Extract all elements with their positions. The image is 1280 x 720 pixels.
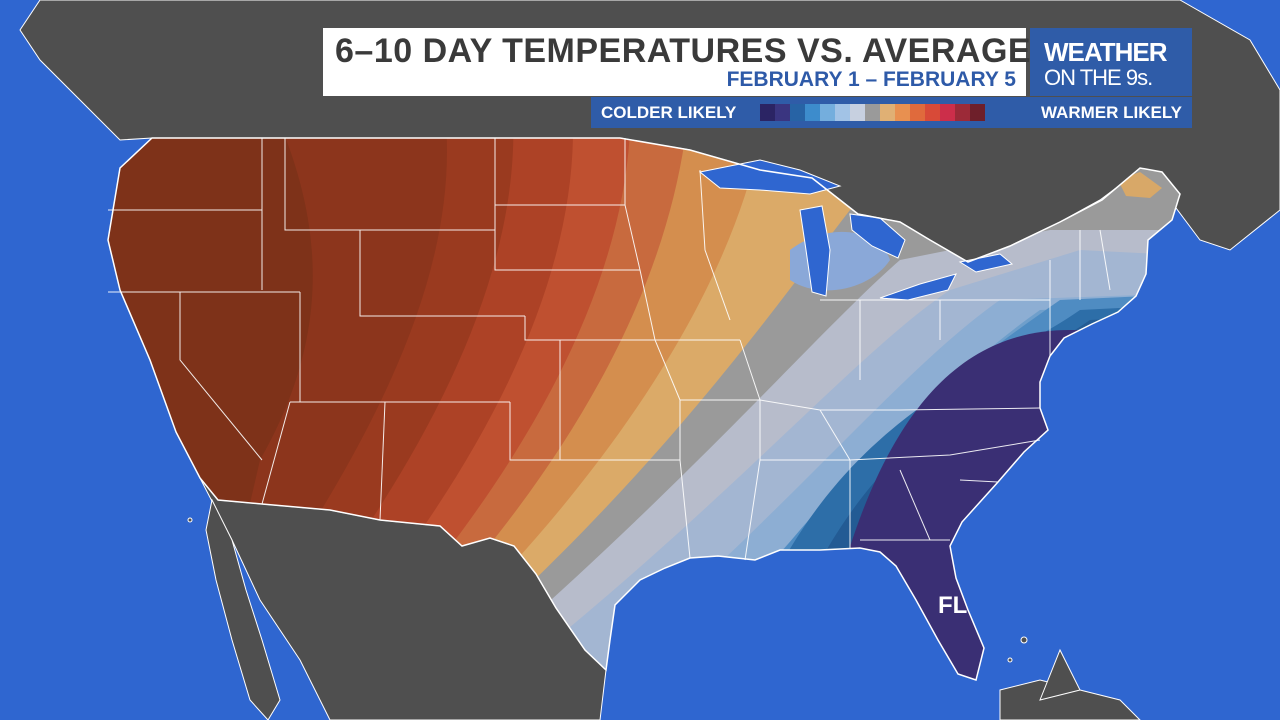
state-label-fl: FL [938, 592, 967, 620]
legend-warmer-label: WARMER LIKELY [1041, 103, 1182, 123]
page-title: 6–10 DAY TEMPERATURES VS. AVERAGE [335, 32, 1025, 71]
legend-swatch-1 [775, 104, 790, 121]
legend-swatch-4 [820, 104, 835, 121]
brand-logo: WEATHER ON THE 9s. [1030, 28, 1192, 96]
date-range: FEBRUARY 1 – FEBRUARY 5 [727, 68, 1016, 92]
legend-swatch-8 [880, 104, 895, 121]
legend-swatch-7 [865, 104, 880, 121]
legend-swatch-12 [940, 104, 955, 121]
legend-color-scale [760, 104, 985, 121]
legend-swatch-11 [925, 104, 940, 121]
legend-swatch-5 [835, 104, 850, 121]
legend-swatch-0 [760, 104, 775, 121]
brand-line-1: WEATHER [1044, 37, 1167, 68]
legend-swatch-10 [910, 104, 925, 121]
legend: COLDER LIKELY WARMER LIKELY [591, 97, 1192, 128]
legend-swatch-13 [955, 104, 970, 121]
legend-swatch-9 [895, 104, 910, 121]
legend-swatch-2 [790, 104, 805, 121]
legend-swatch-6 [850, 104, 865, 121]
legend-swatch-3 [805, 104, 820, 121]
brand-line-2: ON THE 9s. [1044, 65, 1152, 91]
legend-colder-label: COLDER LIKELY [601, 103, 736, 123]
title-box: 6–10 DAY TEMPERATURES VS. AVERAGE FEBRUA… [323, 28, 1026, 96]
legend-swatch-14 [970, 104, 985, 121]
